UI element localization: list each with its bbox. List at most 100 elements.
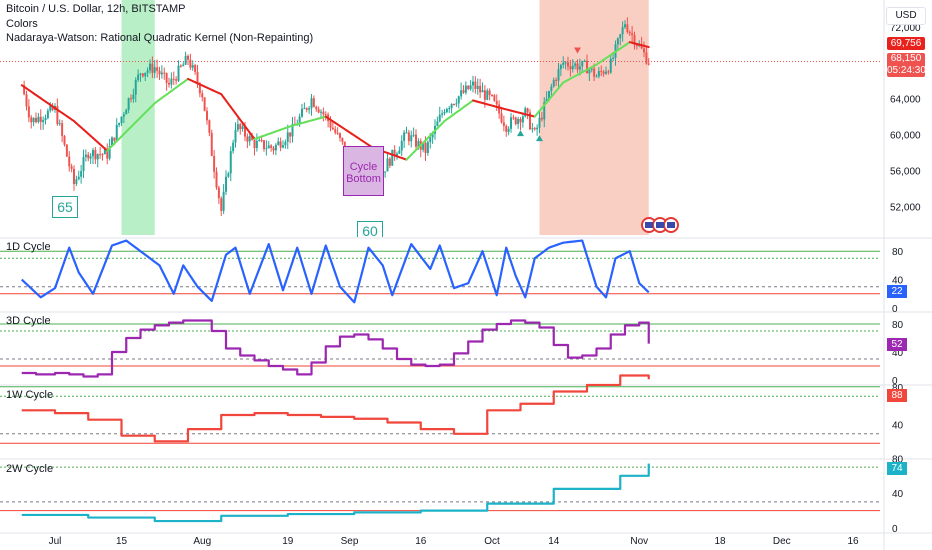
candle-body <box>317 109 320 113</box>
candle-body <box>619 34 622 39</box>
candle-body <box>260 140 263 142</box>
indicator-colors-label: Colors <box>6 18 38 30</box>
candle-body <box>324 114 327 116</box>
candle-body <box>194 65 197 73</box>
candle-body <box>415 134 417 147</box>
candle-body <box>134 79 137 95</box>
candle-body <box>643 48 645 53</box>
cycle-band-green <box>121 0 155 235</box>
candle-body <box>647 63 650 65</box>
x-tick-label: 16 <box>415 536 427 547</box>
candle-body <box>46 110 49 118</box>
buy-signal-triangle <box>517 130 524 137</box>
cycle-band-red <box>539 0 649 235</box>
candle-body <box>595 76 598 78</box>
candle-body <box>545 98 548 103</box>
cycle-line-2 <box>21 319 650 378</box>
x-tick-label: Dec <box>773 536 791 547</box>
candle-body <box>51 105 54 111</box>
candle-body <box>149 63 151 71</box>
candle-body <box>645 52 648 64</box>
candle-body <box>30 117 33 123</box>
candle-body <box>87 154 90 159</box>
cycle-3d-title: 3D Cycle <box>6 315 51 327</box>
candle-body <box>113 137 116 141</box>
candle-body <box>139 73 142 75</box>
candle-body <box>476 85 479 89</box>
candle-body <box>177 65 180 81</box>
x-tick-label: 14 <box>548 536 560 547</box>
candle-body <box>267 145 270 149</box>
symbol-title: Bitcoin / U.S. Dollar, 12h, BITSTAMP <box>6 3 186 15</box>
candle-body <box>536 127 539 130</box>
currency-button[interactable]: USD <box>886 7 926 25</box>
candle-body <box>170 78 173 85</box>
event-flags[interactable] <box>641 216 681 234</box>
candle-body <box>258 140 261 142</box>
candle-body <box>187 55 189 60</box>
candle-body <box>227 173 230 177</box>
candle-body <box>597 70 600 77</box>
candle-body <box>217 187 220 199</box>
candle-body <box>82 157 85 172</box>
candle-body <box>305 108 308 110</box>
kernel-segment <box>645 45 650 49</box>
cycle-count-label-65: 65 <box>52 196 78 218</box>
cycle-tick-label: 80 <box>892 454 904 465</box>
candle-body <box>234 129 237 143</box>
candle-body <box>163 72 166 74</box>
x-tick-label: Oct <box>484 536 500 547</box>
candle-body <box>334 129 337 133</box>
candle-body <box>220 198 223 211</box>
buy-signal-triangle <box>536 135 543 142</box>
cycle-1w-value: 88 <box>887 389 907 402</box>
x-tick-label: Sep <box>341 536 359 547</box>
candle-body <box>391 149 394 166</box>
candle-body <box>600 70 603 72</box>
price-tick-label: 72,000 <box>890 23 921 34</box>
candle-body <box>405 132 408 134</box>
price-tick-label: 60,000 <box>890 131 921 142</box>
candle-body <box>469 85 472 90</box>
candle-body <box>612 57 615 59</box>
candle-body <box>602 71 605 74</box>
candle-body <box>517 119 520 125</box>
candle-body <box>175 79 178 81</box>
candle-body <box>502 122 505 126</box>
cycle-1w-title: 1W Cycle <box>6 389 54 401</box>
candle-body <box>222 191 225 211</box>
candle-body <box>291 123 294 137</box>
candle-body <box>571 65 574 70</box>
cycle-tick-label: 0 <box>892 524 898 535</box>
candle-body <box>308 108 311 110</box>
candle-body <box>624 24 626 28</box>
candle-body <box>578 66 581 70</box>
x-tick-label: 15 <box>116 536 128 547</box>
cycle-tick-label: 40 <box>892 348 904 359</box>
candle-body <box>196 72 199 84</box>
cycle-line-4 <box>21 463 650 523</box>
cycle-2w-title: 2W Cycle <box>6 463 54 475</box>
candle-body <box>417 140 420 147</box>
candle-body <box>165 73 168 83</box>
candle-body <box>583 60 586 62</box>
candle-body <box>118 122 121 126</box>
candle-body <box>39 116 42 123</box>
cycle-2w-value: 74 <box>887 462 907 475</box>
candle-body <box>538 117 541 128</box>
candle-body <box>557 69 560 81</box>
candle-body <box>407 132 410 142</box>
candle-body <box>396 153 398 156</box>
candle-body <box>77 176 80 180</box>
candle-body <box>96 154 99 160</box>
candle-body <box>460 90 463 97</box>
candle-body <box>312 98 315 107</box>
candle-body <box>548 90 550 99</box>
cycle-count-label-60: 60 <box>357 221 383 237</box>
candle-body <box>111 137 113 146</box>
candle-body <box>424 143 427 154</box>
candle-body <box>329 121 332 128</box>
candle-body <box>481 90 484 93</box>
candle-body <box>182 64 185 67</box>
candle-body <box>581 60 584 67</box>
